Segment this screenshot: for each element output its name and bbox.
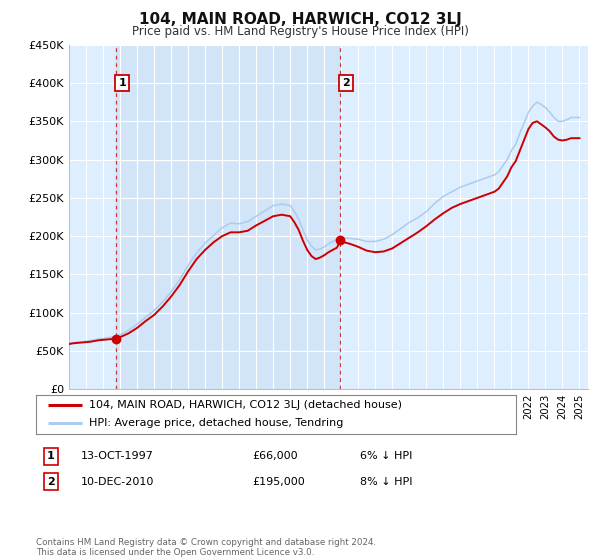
Text: 104, MAIN ROAD, HARWICH, CO12 3LJ (detached house): 104, MAIN ROAD, HARWICH, CO12 3LJ (detac… — [89, 400, 402, 410]
Text: £195,000: £195,000 — [252, 477, 305, 487]
Text: 10-DEC-2010: 10-DEC-2010 — [81, 477, 154, 487]
Text: 2: 2 — [47, 477, 55, 487]
Text: £66,000: £66,000 — [252, 451, 298, 461]
Bar — [116, 45, 340, 389]
Text: 1: 1 — [119, 78, 127, 88]
Text: 8% ↓ HPI: 8% ↓ HPI — [360, 477, 413, 487]
Text: 13-OCT-1997: 13-OCT-1997 — [81, 451, 154, 461]
Text: HPI: Average price, detached house, Tendring: HPI: Average price, detached house, Tend… — [89, 418, 343, 428]
Text: 1: 1 — [47, 451, 55, 461]
Text: Price paid vs. HM Land Registry's House Price Index (HPI): Price paid vs. HM Land Registry's House … — [131, 25, 469, 38]
Text: 2: 2 — [343, 78, 350, 88]
Text: Contains HM Land Registry data © Crown copyright and database right 2024.
This d: Contains HM Land Registry data © Crown c… — [36, 538, 376, 557]
Text: 6% ↓ HPI: 6% ↓ HPI — [360, 451, 412, 461]
Text: 104, MAIN ROAD, HARWICH, CO12 3LJ: 104, MAIN ROAD, HARWICH, CO12 3LJ — [139, 12, 461, 27]
